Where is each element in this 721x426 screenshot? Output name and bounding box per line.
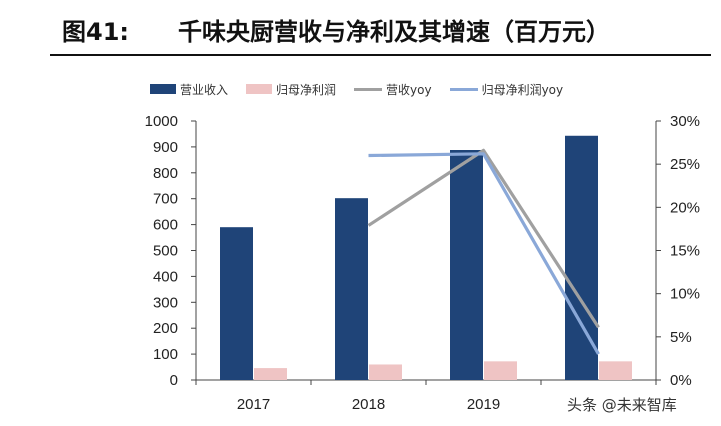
legend-item-revenue: 营业收入 xyxy=(150,81,228,98)
figure-title: 图41: 千味央厨营收与净利及其增速（百万元） xyxy=(62,12,712,48)
y-left-tick-label: 400 xyxy=(153,268,178,285)
x-tick-label: 2019 xyxy=(467,396,500,413)
bar-net-profit-2019 xyxy=(484,361,517,380)
y-left-tick-label: 800 xyxy=(153,165,178,182)
y-right-tick-label: 0% xyxy=(670,372,692,389)
bar-net-profit-2017 xyxy=(254,368,287,380)
y-left-tick-label: 1000 xyxy=(145,113,178,130)
y-left-tick-label: 200 xyxy=(153,320,178,337)
bar-revenue-2018 xyxy=(335,198,368,380)
line-revenue-yoy xyxy=(367,148,600,329)
y-left-tick-label: 500 xyxy=(153,243,178,260)
figure-caption: 千味央厨营收与净利及其增速（百万元） xyxy=(178,18,610,46)
y-left-tick-label: 300 xyxy=(153,294,178,311)
chart-legend: 营业收入 归母净利润 营收yoy 归母净利润yoy xyxy=(150,78,710,100)
y-left-tick-label: 0 xyxy=(170,372,178,389)
x-tick-label: 2017 xyxy=(237,396,270,413)
y-left-tick-label: 600 xyxy=(153,217,178,234)
legend-swatch-revenue-yoy xyxy=(354,87,383,91)
legend-label-revenue: 营业收入 xyxy=(180,82,229,97)
legend-label-revenue-yoy: 营收yoy xyxy=(386,82,432,97)
y-right-tick-label: 5% xyxy=(670,329,692,346)
x-tick-label: 2018 xyxy=(352,396,385,413)
legend-label-net-profit-yoy: 归母净利润yoy xyxy=(481,82,564,97)
y-right-tick-label: 10% xyxy=(670,286,700,303)
legend-label-net-profit: 归母净利润 xyxy=(276,82,337,97)
legend-swatch-net-profit xyxy=(246,84,273,94)
legend-swatch-net-profit-yoy xyxy=(449,87,478,91)
legend-item-net-profit: 归母净利润 xyxy=(246,81,336,98)
y-left-tick-label: 700 xyxy=(153,191,178,208)
bar-net-profit-2020 xyxy=(599,361,632,380)
legend-item-revenue-yoy: 营收yoy xyxy=(354,81,432,98)
y-left-tick-label: 100 xyxy=(153,346,178,363)
bar-revenue-2020 xyxy=(565,135,598,380)
y-right-tick-label: 20% xyxy=(670,199,700,216)
figure-number: 图41: xyxy=(62,18,129,46)
y-right-tick-label: 30% xyxy=(670,113,700,130)
y-left-tick-label: 900 xyxy=(153,139,178,156)
bar-revenue-2019 xyxy=(450,150,483,380)
line-net-profit-yoy xyxy=(368,152,600,355)
watermark-text: 头条 @未来智库 xyxy=(565,394,679,415)
y-right-tick-label: 15% xyxy=(670,243,700,260)
y-right-tick-label: 25% xyxy=(670,156,700,173)
title-underline xyxy=(50,54,711,56)
legend-item-net-profit-yoy: 归母净利润yoy xyxy=(449,81,564,98)
bar-revenue-2017 xyxy=(220,227,253,380)
bar-net-profit-2018 xyxy=(369,364,402,380)
legend-swatch-revenue xyxy=(150,84,176,94)
